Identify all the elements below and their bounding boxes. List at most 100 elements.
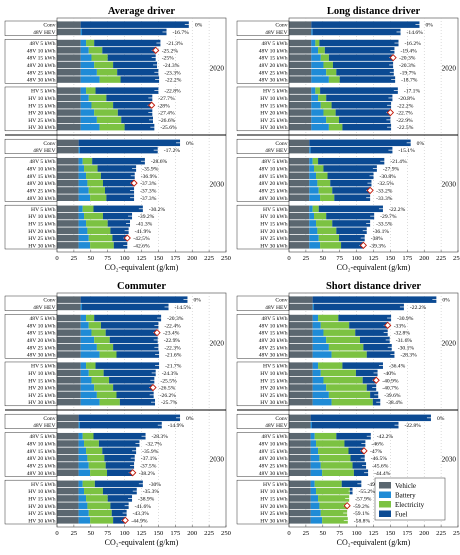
group-outline bbox=[236, 361, 290, 407]
bar-fuel bbox=[310, 146, 393, 154]
bar-vehicle bbox=[289, 296, 313, 303]
pct-label: -38.2% bbox=[139, 471, 156, 477]
year-label: 2020 bbox=[210, 65, 225, 73]
bar-vehicle bbox=[289, 502, 311, 509]
bar-electricity bbox=[314, 212, 327, 220]
bar-electricity bbox=[312, 157, 319, 165]
row-label: 48V 15 kWh bbox=[259, 449, 288, 455]
pct-label: -35.9% bbox=[142, 167, 159, 173]
pct-label: -38% bbox=[371, 236, 383, 242]
bar-battery bbox=[78, 502, 88, 509]
bar-fuel bbox=[328, 54, 394, 61]
pct-label: -14.9% bbox=[168, 423, 185, 429]
bar-vehicle bbox=[289, 447, 311, 455]
bar-vehicle bbox=[57, 242, 79, 249]
bar-vehicle bbox=[57, 376, 81, 384]
x-tick-label: 200 bbox=[187, 255, 198, 262]
bar-battery bbox=[310, 502, 320, 509]
bar-vehicle bbox=[289, 398, 313, 406]
pct-label: -40.9% bbox=[382, 378, 399, 384]
bar-electricity bbox=[318, 94, 327, 102]
bar-fuel bbox=[352, 462, 367, 469]
bar-vehicle bbox=[289, 384, 313, 391]
bar-electricity bbox=[315, 39, 320, 47]
bar-electricity bbox=[84, 440, 99, 447]
pct-label: -19.4% bbox=[400, 48, 417, 54]
row-label: 48V 10 kWh bbox=[259, 442, 288, 448]
group-outline bbox=[4, 295, 58, 311]
bar-vehicle bbox=[57, 421, 79, 429]
minimum-marker bbox=[389, 54, 397, 62]
bar-battery bbox=[310, 487, 317, 495]
bar-fuel bbox=[339, 116, 391, 124]
x-tick-label: 175 bbox=[402, 255, 413, 262]
bar-battery bbox=[312, 303, 315, 311]
bar-electricity bbox=[88, 234, 113, 242]
bar-fuel bbox=[103, 369, 156, 377]
bar-fuel bbox=[95, 362, 160, 369]
x-tick-label: 0 bbox=[55, 255, 59, 262]
bar-electricity bbox=[87, 227, 111, 234]
bar-electricity bbox=[312, 205, 319, 213]
bar-electricity bbox=[323, 61, 333, 69]
bar-vehicle bbox=[289, 329, 313, 336]
bar-battery bbox=[310, 440, 317, 447]
bar-vehicle bbox=[289, 414, 311, 422]
row-label: 48V 10 kWh bbox=[27, 48, 56, 54]
group-outline bbox=[4, 20, 58, 36]
bar-electricity bbox=[320, 322, 350, 329]
pct-label: -39.6% bbox=[384, 393, 401, 399]
row-label: 48V 10 kWh bbox=[27, 323, 56, 329]
row-label: HV 30 kWh bbox=[260, 125, 287, 131]
legend-label-electricity: Electricity bbox=[395, 501, 425, 509]
bar-battery bbox=[80, 39, 87, 47]
bar-electricity bbox=[96, 344, 114, 351]
bar-battery bbox=[312, 391, 329, 399]
year-label: 2030 bbox=[210, 456, 225, 464]
year-label: 2030 bbox=[210, 181, 225, 189]
bar-vehicle bbox=[289, 28, 312, 36]
row-label: HV 25 kWh bbox=[28, 393, 55, 399]
bar-vehicle bbox=[289, 303, 313, 311]
bar-vehicle bbox=[289, 212, 310, 220]
bar-battery bbox=[80, 384, 95, 391]
bar-vehicle bbox=[289, 39, 312, 47]
x-tick-label: 100 bbox=[120, 255, 131, 262]
pct-label: -18.7% bbox=[401, 78, 418, 84]
pct-label: -26.5% bbox=[159, 386, 176, 392]
bar-electricity bbox=[88, 462, 106, 469]
row-label: 48V 25 kWh bbox=[259, 70, 288, 76]
bar-battery bbox=[80, 94, 89, 102]
bar-fuel bbox=[113, 61, 158, 69]
bar-fuel bbox=[113, 517, 126, 524]
x-tick-label: 75 bbox=[336, 255, 343, 262]
pct-label: -39.2% bbox=[138, 214, 155, 220]
row-label: 48V HEV bbox=[265, 423, 287, 429]
chart-title: Long distance driver bbox=[327, 6, 421, 17]
bar-fuel bbox=[107, 220, 131, 227]
legend-swatch-vehicle bbox=[379, 482, 391, 489]
pct-label: -30.9% bbox=[397, 316, 414, 322]
chart-title: Average driver bbox=[108, 6, 175, 17]
bar-electricity bbox=[84, 487, 103, 495]
row-label: 48V 20 kWh bbox=[27, 338, 56, 344]
bar-vehicle bbox=[57, 194, 79, 201]
pct-label: -30% bbox=[149, 482, 161, 488]
bar-vehicle bbox=[57, 509, 79, 517]
minimum-marker bbox=[386, 108, 395, 117]
x-tick-label: 200 bbox=[187, 530, 198, 537]
row-label: HV 5 kWh bbox=[263, 482, 288, 488]
bar-battery bbox=[78, 179, 88, 187]
bar-fuel bbox=[332, 61, 394, 69]
pct-label: -37.3% bbox=[140, 196, 157, 202]
legend-label-battery: Battery bbox=[395, 491, 416, 499]
pct-label: 0% bbox=[186, 416, 194, 422]
minimum-marker bbox=[130, 179, 138, 187]
bar-battery bbox=[78, 487, 85, 495]
pct-label: -32.7% bbox=[145, 442, 162, 448]
legend-label-vehicle: Vehicle bbox=[395, 482, 416, 490]
bar-electricity bbox=[326, 384, 367, 391]
bar-vehicle bbox=[289, 123, 312, 131]
row-label: HV 15 kWh bbox=[260, 496, 287, 502]
pct-label: -26.2% bbox=[160, 393, 177, 399]
